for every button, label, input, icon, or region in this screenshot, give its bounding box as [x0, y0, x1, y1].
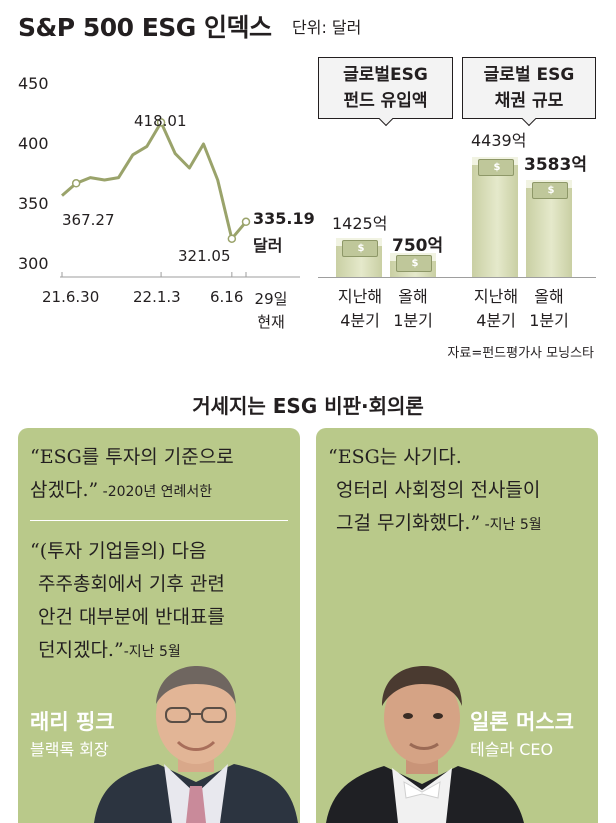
ytick-350: 350: [18, 194, 49, 213]
elon-musk-portrait: [326, 666, 524, 823]
fund-cat-q4: 지난해 4분기: [330, 285, 390, 333]
left-quote-panel: [18, 428, 300, 823]
bond-cat-q1: 올해 1분기: [524, 285, 574, 333]
left-quote-2-l2: 주주총회에서 기후 관련: [38, 573, 225, 595]
right-person-role: 테슬라 CEO: [470, 740, 554, 759]
right-quote-note: -지난 5월: [480, 517, 542, 533]
xtick-label-1: 21.6.30: [42, 288, 100, 306]
bond-header-line2: 채권 규모: [494, 91, 564, 111]
bar-axis: [318, 277, 596, 278]
left-quote-2: “(투자 기업들의) 다음 주주총회에서 기후 관련 안건 대부분에 반대표를 …: [30, 535, 225, 669]
right-person-name: 일론 머스크: [470, 710, 574, 734]
left-quote-1: “ESG를 투자의 기준으로 삼겠다.” -2020년 연례서한: [30, 441, 234, 509]
annotation-high: 418.01: [134, 112, 187, 130]
money-icon: [396, 255, 432, 272]
bond-cat-q4: 지난해 4분기: [466, 285, 526, 333]
left-quote-2-l4-text: 던지겠다.”: [38, 639, 124, 661]
bond-header-line1: 글로벌 ESG: [483, 65, 575, 85]
left-quote-2-l3: 안건 대부분에 반대표를: [38, 606, 225, 628]
left-quote-1-l2-text: 삼겠다.”: [30, 479, 99, 501]
right-quote: “ESG는 사기다. 엉터리 사회정의 전사들이 그걸 무기화했다.” -지난 …: [328, 441, 542, 542]
left-quote-1-note: -2020년 연례서한: [98, 484, 213, 500]
xtick-label-2: 22.1.3: [133, 288, 181, 306]
right-quote-panel: [316, 428, 598, 823]
fund-cat-q1-l2: 1분기: [393, 311, 433, 330]
unit-label: 단위: 달러: [292, 18, 362, 37]
annotation-current-unit: 달러: [253, 236, 283, 255]
right-quote-l3-text: 그걸 무기화했다.”: [336, 512, 481, 534]
fund-cat-q1-l1: 올해: [398, 287, 428, 306]
point-start: [71, 179, 81, 188]
bond-section-header: 글로벌 ESG 채권 규모: [462, 57, 596, 119]
right-quote-l3: 그걸 무기화했다.” -지난 5월: [328, 507, 542, 542]
section-subtitle: 거세지는 ESG 비판·회의론: [192, 394, 424, 418]
bond-bar-label-q1: 3583억: [524, 155, 587, 175]
point-low: [227, 234, 237, 243]
larry-fink-portrait: [94, 666, 298, 823]
bond-cat-q1-l2: 1분기: [529, 311, 569, 330]
bond-cat-q4-l1: 지난해: [473, 287, 519, 306]
source-note: 자료=펀드평가사 모닝스타: [447, 346, 594, 361]
annotation-low: 321.05: [178, 247, 231, 265]
fund-bar-label-q4: 1425억: [332, 214, 388, 233]
series-line: [61, 120, 248, 241]
bond-bar-q4: [472, 157, 518, 277]
ytick-300: 300: [18, 254, 49, 273]
left-quote-2-l4: 던지겠다.”-지난 5월: [30, 634, 225, 669]
ytick-450: 450: [18, 74, 49, 93]
page-title: S&P 500 ESG 인덱스: [18, 13, 272, 42]
fund-cat-q4-l1: 지난해: [337, 287, 383, 306]
xtick-label-4: 29일 현재: [254, 290, 288, 331]
bond-cat-q1-l1: 올해: [534, 287, 564, 306]
right-quote-l2: 엉터리 사회정의 전사들이: [336, 479, 541, 501]
left-quote-1-l2: 삼겠다.” -2020년 연례서한: [30, 474, 234, 509]
left-quote-1-l1: “ESG를 투자의 기준으로: [30, 446, 234, 468]
left-quote-2-l1: “(투자 기업들의) 다음: [30, 540, 207, 562]
fund-header-line2: 펀드 유입액: [343, 91, 428, 111]
xtick-label-3: 6.16: [210, 288, 244, 306]
right-quote-l1: “ESG는 사기다.: [328, 446, 462, 468]
fund-bar-label-q1: 750억: [392, 236, 444, 256]
left-person-name: 래리 핑크: [30, 710, 115, 734]
money-icon: [532, 182, 568, 200]
annotation-current-value: 335.19: [253, 209, 315, 228]
fund-cat-q1: 올해 1분기: [388, 285, 438, 333]
left-person-role: 블랙록 회장: [30, 740, 109, 759]
fund-section-header: 글로벌ESG 펀드 유입액: [318, 57, 453, 119]
annotation-start: 367.27: [62, 211, 115, 229]
point-high: [156, 118, 166, 127]
bond-cat-q4-l2: 4분기: [476, 311, 516, 330]
fund-header-line1: 글로벌ESG: [343, 65, 428, 85]
point-current: [241, 217, 251, 227]
ytick-400: 400: [18, 134, 49, 153]
left-divider: [30, 520, 288, 521]
money-icon: [478, 159, 514, 176]
bond-bar-label-q4: 4439억: [471, 131, 527, 150]
money-icon: [342, 240, 378, 258]
left-quote-2-note: -지난 5월: [123, 644, 181, 660]
fund-cat-q4-l2: 4분기: [340, 311, 380, 330]
